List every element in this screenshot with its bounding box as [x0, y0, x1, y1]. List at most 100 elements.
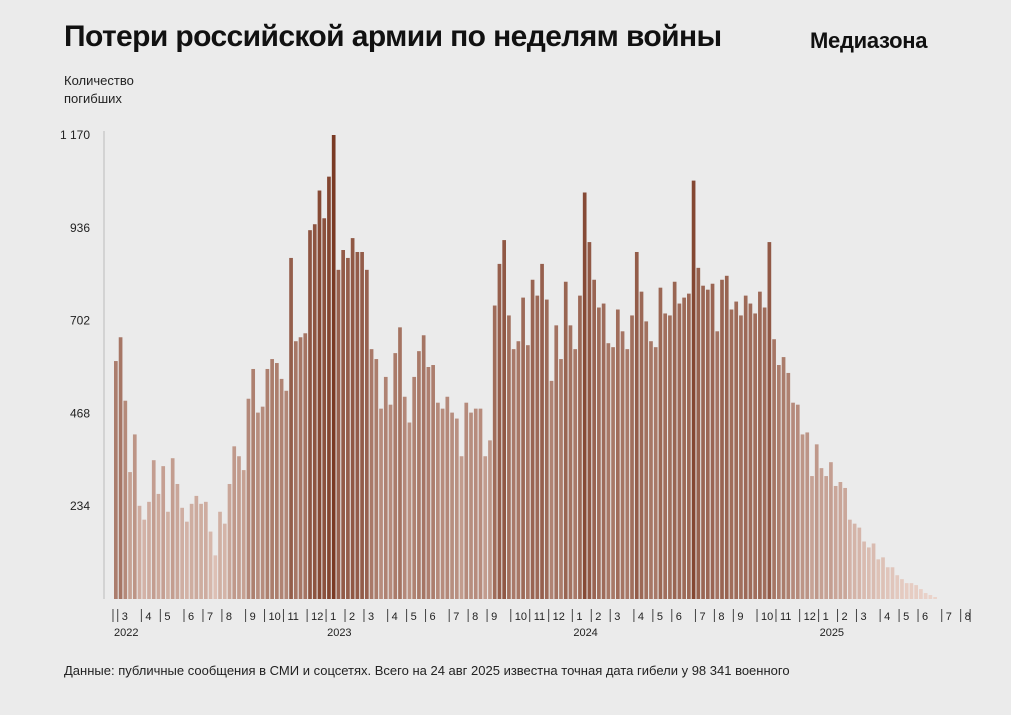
bar	[549, 380, 554, 599]
bar	[885, 567, 890, 599]
bar	[582, 192, 587, 599]
bar	[526, 345, 530, 599]
month-tick-label: 5	[411, 611, 417, 623]
bar	[521, 297, 525, 599]
bar	[445, 396, 450, 599]
bar	[634, 251, 639, 600]
bar	[232, 446, 237, 599]
bar	[317, 190, 322, 599]
bar	[360, 251, 364, 600]
month-tick-label: 9	[737, 611, 743, 623]
bar	[881, 557, 885, 599]
y-tick-label: 468	[70, 406, 90, 420]
month-tick-label: 1	[576, 611, 582, 623]
bar	[890, 567, 895, 599]
bar	[203, 501, 208, 599]
bar	[426, 367, 431, 599]
bar	[919, 589, 923, 599]
bar	[559, 359, 563, 599]
bar	[114, 361, 118, 599]
bar	[454, 418, 459, 599]
month-tick-label: 8	[718, 611, 724, 623]
bar	[374, 359, 379, 599]
bar	[900, 579, 904, 599]
bar	[781, 357, 786, 599]
bar	[739, 315, 743, 599]
month-tick-label: 7	[207, 611, 213, 623]
bar	[573, 349, 578, 599]
bar	[814, 444, 819, 599]
bar	[734, 301, 739, 599]
bar	[483, 456, 488, 599]
bar	[611, 347, 615, 599]
bar	[691, 180, 696, 600]
bar	[677, 303, 682, 599]
bar	[805, 432, 810, 599]
bar	[227, 483, 232, 599]
bar	[417, 351, 421, 599]
bar	[554, 325, 559, 599]
bar	[776, 365, 781, 599]
bar	[175, 483, 180, 599]
bar	[838, 482, 843, 599]
month-tick-label: 3	[860, 611, 866, 623]
month-tick-label: 1	[330, 611, 336, 623]
bar	[696, 267, 701, 599]
bar	[336, 269, 341, 599]
bar	[421, 335, 426, 599]
bar	[606, 343, 611, 599]
bar	[544, 299, 549, 599]
month-tick-label: 7	[699, 611, 705, 623]
bar	[663, 313, 668, 599]
bar	[563, 281, 568, 599]
bar	[260, 406, 265, 599]
y-tick-label: 234	[70, 499, 90, 513]
bar	[578, 295, 582, 599]
bar	[189, 503, 194, 599]
bar	[795, 404, 800, 599]
bar	[710, 283, 715, 599]
bar	[407, 422, 412, 599]
bar	[620, 331, 625, 599]
bar	[857, 527, 862, 599]
bar	[597, 307, 601, 599]
bar	[705, 289, 710, 599]
bar	[601, 303, 606, 599]
month-tick-label: 3	[368, 611, 374, 623]
bar	[615, 309, 620, 599]
bar	[478, 408, 483, 599]
month-tick-label: 10	[269, 611, 281, 623]
bar	[355, 251, 360, 600]
month-tick-label: 1	[823, 611, 829, 623]
bar	[497, 263, 502, 599]
bar	[743, 295, 748, 599]
month-tick-label: 3	[122, 611, 128, 623]
bar	[871, 543, 876, 599]
bar	[502, 240, 507, 599]
month-tick-label: 12	[311, 611, 323, 623]
bar	[800, 434, 805, 599]
bar	[895, 575, 900, 599]
month-tick-label: 2	[595, 611, 601, 623]
bar	[364, 269, 369, 599]
bar	[331, 135, 336, 599]
bar	[298, 337, 303, 599]
bar	[658, 287, 663, 599]
bar	[350, 238, 355, 600]
bar	[322, 218, 327, 599]
y-tick-label: 702	[70, 314, 90, 328]
month-tick-label: 10	[761, 611, 773, 623]
bar	[241, 470, 246, 599]
bar	[279, 378, 284, 599]
y-tick-label: 936	[70, 221, 90, 235]
bar	[914, 585, 919, 599]
bar	[440, 408, 445, 599]
bar	[327, 176, 331, 599]
bar	[170, 458, 175, 599]
bar	[592, 279, 596, 599]
bar	[762, 307, 767, 599]
bar	[862, 541, 866, 599]
bar	[459, 456, 464, 599]
month-tick-label: 6	[188, 611, 194, 623]
year-label: 2024	[573, 627, 597, 639]
